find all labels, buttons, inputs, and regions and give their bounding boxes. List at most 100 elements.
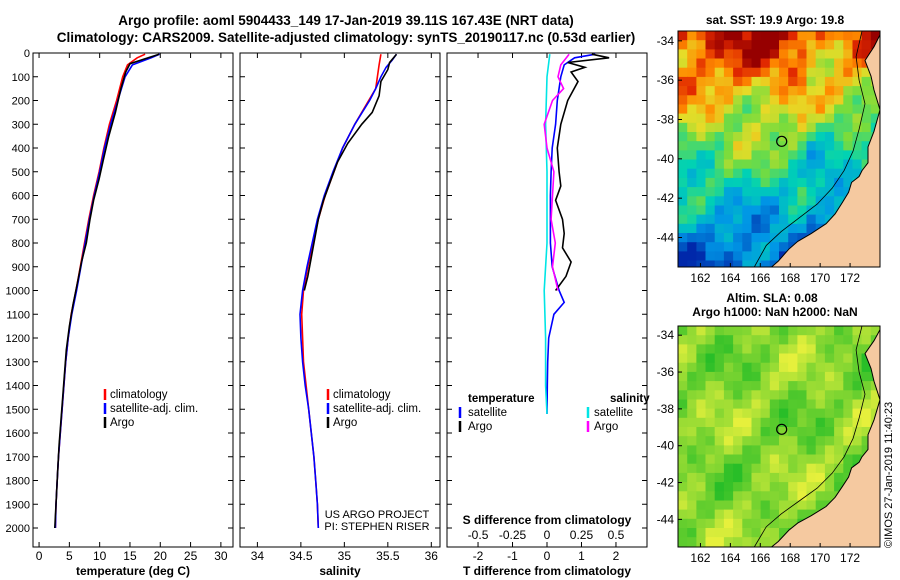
map-cell — [788, 104, 798, 115]
map-cell — [788, 509, 798, 520]
map-cell — [760, 381, 771, 391]
map-cell — [751, 223, 762, 234]
map-cell — [733, 417, 743, 428]
map-cell — [678, 168, 688, 179]
map-cell — [751, 463, 762, 474]
map-cell — [843, 159, 854, 170]
map-cell — [696, 399, 707, 410]
map-cell — [751, 408, 762, 419]
y-tick-label: 1500 — [6, 404, 30, 416]
map-cell — [687, 399, 697, 410]
map-cell — [696, 518, 707, 529]
map-cell — [815, 381, 826, 391]
x-tick-label: 1 — [578, 549, 585, 563]
map-cell — [788, 399, 798, 410]
map-cell — [705, 40, 716, 50]
y-tick-label: -38 — [657, 113, 675, 127]
x-tick-label: 164 — [720, 271, 740, 285]
map-cell — [769, 537, 780, 547]
map-cell — [815, 104, 826, 115]
map-cell — [843, 86, 854, 96]
y-tick-label: 1900 — [6, 499, 30, 511]
map-cell — [824, 31, 835, 41]
map-cell — [705, 362, 716, 373]
map-cell — [824, 417, 835, 428]
map-cell — [797, 177, 808, 188]
map-cell — [687, 67, 697, 78]
map-cell — [696, 233, 707, 243]
map-cell — [705, 159, 716, 170]
map-cell — [760, 436, 771, 446]
map-cell — [678, 509, 688, 520]
map-cell — [751, 472, 762, 483]
map-cell — [824, 445, 835, 456]
map-cell — [742, 353, 753, 364]
map-cell — [714, 537, 725, 547]
map-cell — [834, 141, 844, 151]
map-cell — [678, 518, 688, 529]
map-cell — [797, 95, 808, 106]
map-cell — [678, 445, 688, 456]
map-cell — [806, 113, 817, 124]
map-cell — [843, 113, 854, 124]
map-cell — [852, 344, 863, 355]
map-cell — [714, 95, 725, 106]
map-cell — [687, 233, 697, 243]
map-cell — [687, 537, 697, 547]
map-cell — [742, 362, 753, 373]
map-cell — [714, 344, 725, 355]
map-cell — [769, 546, 780, 547]
map-cell — [815, 205, 826, 216]
map-cell — [751, 445, 762, 456]
map-cell — [779, 344, 789, 355]
map-cell — [797, 187, 808, 197]
map-cell — [760, 76, 771, 87]
map-cell — [751, 95, 762, 106]
map-cell — [687, 491, 697, 502]
map-cell — [705, 445, 716, 456]
map-cell — [760, 187, 771, 197]
y-tick-label: 900 — [12, 262, 30, 274]
map-cell — [723, 150, 734, 161]
map-cell — [852, 335, 863, 345]
x-axis-label: salinity — [319, 564, 361, 578]
map-cell — [733, 141, 743, 151]
map-cell — [843, 58, 854, 69]
temperature-panel: 0100200300400500600700800900100011001200… — [6, 48, 234, 578]
map-cell — [834, 76, 844, 87]
map-cell — [705, 500, 716, 511]
map-cell — [788, 326, 798, 336]
s-tick-label: 0.25 — [570, 528, 594, 542]
map-cell — [788, 223, 798, 234]
map-cell — [678, 132, 688, 142]
map-cell — [824, 113, 835, 124]
map-cell — [769, 362, 780, 373]
s-tick-label: 0.5 — [608, 528, 625, 542]
map-cell — [696, 390, 707, 401]
map-cell — [723, 113, 734, 124]
map-cell — [824, 58, 835, 69]
map-cell — [678, 104, 688, 115]
map-cell — [742, 408, 753, 419]
map-cell — [843, 67, 854, 78]
map-cell — [705, 177, 716, 188]
map-cell — [714, 196, 725, 207]
map-cell — [723, 187, 734, 197]
y-tick-label: 600 — [12, 191, 30, 203]
map-cell — [815, 67, 826, 78]
map-cell — [779, 335, 789, 345]
plot-frame — [239, 52, 441, 548]
map-cell — [843, 95, 854, 106]
map-cell — [806, 335, 817, 345]
map-cell — [733, 242, 743, 252]
map-cell — [806, 399, 817, 410]
map-cell — [779, 518, 789, 529]
x-tick-label: -2 — [473, 549, 484, 563]
map-cell — [769, 482, 780, 492]
map-cell — [843, 132, 854, 142]
map-cell — [797, 40, 808, 50]
map-cell — [696, 31, 707, 41]
map-cell — [797, 399, 808, 410]
map-cell — [834, 390, 844, 401]
map-cell — [687, 49, 697, 60]
